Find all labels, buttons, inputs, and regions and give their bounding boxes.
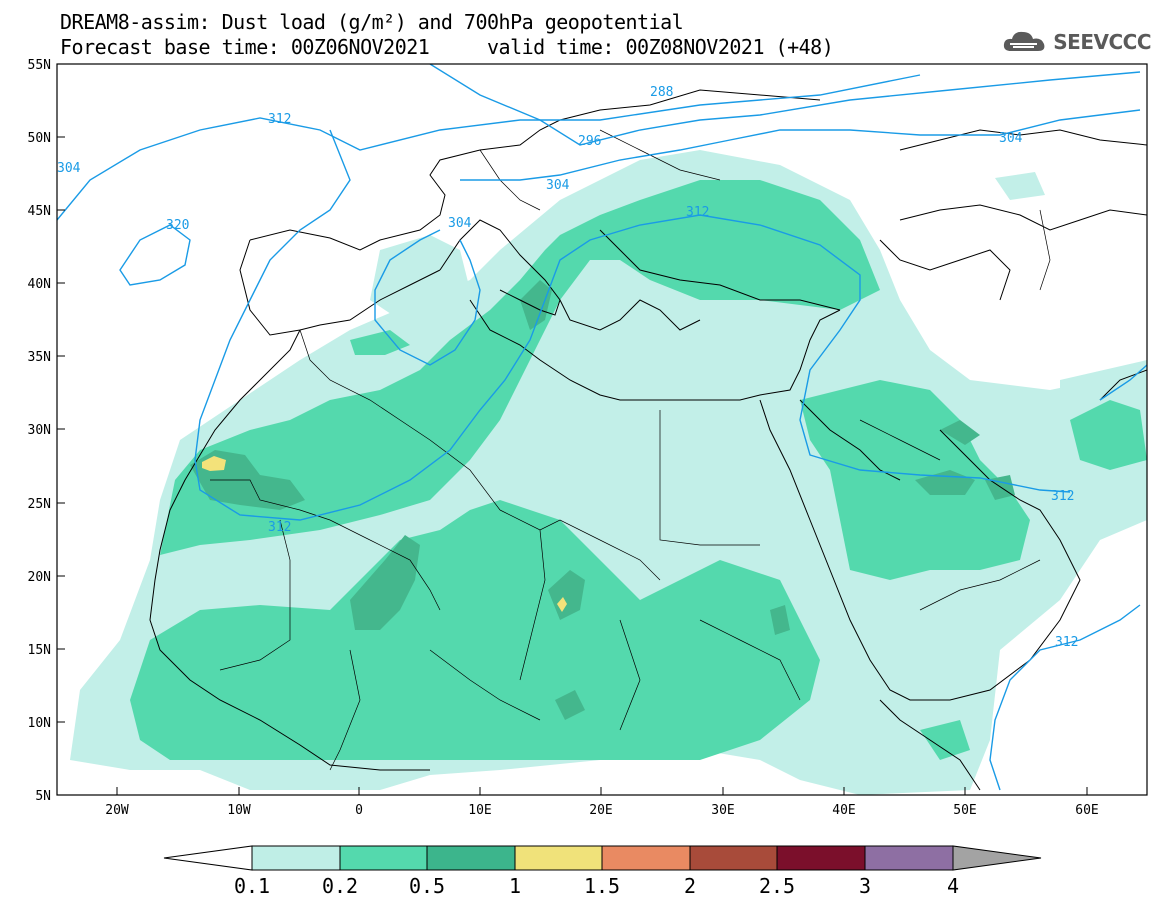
colorbar: 0.1 0.2 0.5 1 1.5 2 2.5 3 4 (163, 845, 1042, 898)
contour-label-304: 304 (57, 161, 81, 176)
colorbar-high-arrow (952, 845, 1042, 871)
colorbar-swatch (864, 845, 954, 871)
colorbar-swatch (601, 845, 691, 871)
colorbar-swatch (514, 845, 603, 871)
lon-label: 10W (227, 803, 251, 818)
lon-label: 10E (468, 803, 491, 818)
contour-label-304: 304 (999, 131, 1023, 146)
lon-label: 0 (355, 803, 363, 818)
contour-label-312: 312 (1051, 489, 1074, 504)
colorbar-tick-label: 4 (947, 874, 959, 898)
lat-label: 45N (28, 204, 51, 219)
seevccc-logo: SEEVCCC (1001, 27, 1151, 57)
lat-label: 20N (28, 570, 51, 585)
contour-label-304: 304 (546, 178, 570, 193)
contour-labels: 288 296 304 304 304 312 312 312 312 312 … (57, 85, 1078, 650)
dust-layer-mid (130, 180, 1147, 760)
contour-label-288: 288 (650, 85, 673, 100)
lon-axis: 20W 10W 0 10E 20E 30E 40E 50E 60E (105, 787, 1099, 818)
lon-label: 30E (711, 803, 734, 818)
lat-label: 55N (28, 58, 51, 73)
colorbar-tick-label: 1 (509, 874, 521, 898)
contour-label-296: 296 (578, 134, 601, 149)
geopotential-contours (57, 64, 1147, 791)
colorbar-tick-label: 0.2 (322, 874, 358, 898)
lon-label: 40E (832, 803, 855, 818)
lon-label: 50E (953, 803, 976, 818)
colorbar-tick-label: 2 (684, 874, 696, 898)
colorbar-tick-label: 3 (859, 874, 871, 898)
lat-label: 15N (28, 643, 51, 658)
lon-label: 20E (589, 803, 612, 818)
contour-label-312: 312 (268, 520, 291, 535)
colorbar-swatch (339, 845, 428, 871)
colorbar-swatch (426, 845, 516, 871)
lon-label: 60E (1075, 803, 1098, 818)
contour-label-312: 312 (1055, 635, 1078, 650)
dust-layer-peak (202, 456, 567, 612)
coastlines (149, 89, 1147, 791)
contour-label-304: 304 (448, 216, 472, 231)
lat-label: 30N (28, 423, 51, 438)
colorbar-tick-label: 1.5 (584, 874, 620, 898)
colorbar-tick-label: 0.1 (234, 874, 270, 898)
colorbar-swatch (251, 845, 341, 871)
colorbar-tick-label: 0.5 (409, 874, 445, 898)
lat-label: 50N (28, 131, 51, 146)
lat-label: 10N (28, 716, 51, 731)
borders (210, 129, 1051, 771)
lon-label: 20W (105, 803, 129, 818)
map-title-line2: Forecast base time: 00Z06NOV2021 valid t… (60, 35, 834, 59)
lat-axis: 55N 50N 45N 40N 35N 30N 25N 20N 15N 10N … (28, 58, 65, 804)
contour-label-320: 320 (166, 218, 189, 233)
lat-label: 25N (28, 497, 51, 512)
lat-label: 5N (35, 789, 51, 804)
colorbar-swatch (689, 845, 778, 871)
contour-label-312: 312 (686, 205, 709, 220)
lat-label: 35N (28, 350, 51, 365)
map-area (57, 64, 1147, 795)
dust-layer-high (190, 280, 1015, 720)
map-title-line1: DREAM8-assim: Dust load (g/m²) and 700hP… (60, 10, 684, 34)
colorbar-low-arrow (163, 845, 253, 871)
colorbar-tick-label: 2.5 (759, 874, 795, 898)
contour-label-312: 312 (268, 112, 291, 127)
colorbar-swatch (776, 845, 866, 871)
logo-text: SEEVCCC (1053, 30, 1151, 54)
lat-label: 40N (28, 277, 51, 292)
cloud-icon (1004, 31, 1045, 51)
